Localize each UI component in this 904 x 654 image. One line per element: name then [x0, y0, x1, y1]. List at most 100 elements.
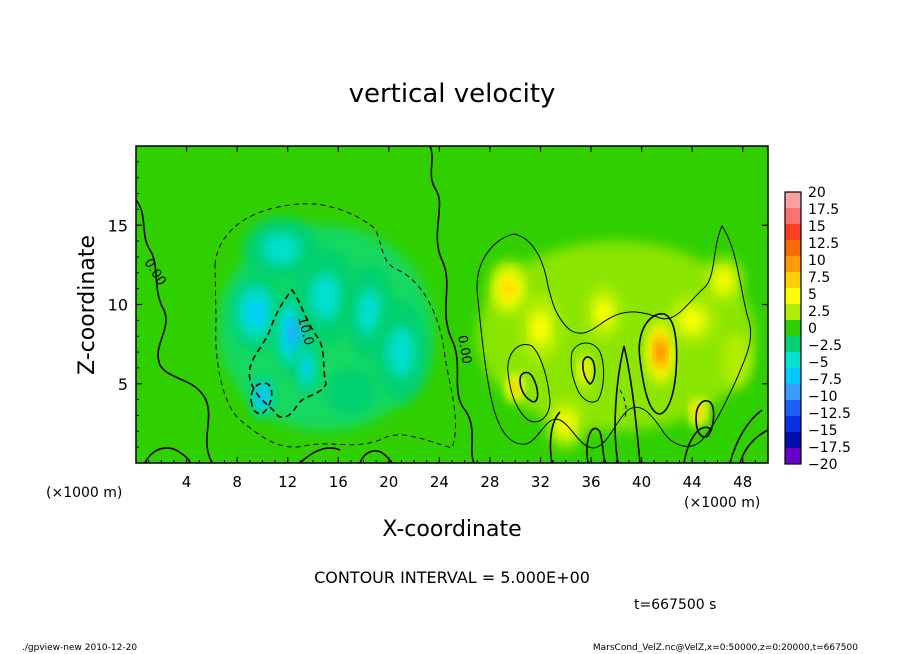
- x-tick-label: 16: [329, 473, 348, 491]
- colorbar-swatch: [785, 256, 801, 273]
- colorbar-label: −10: [808, 389, 838, 405]
- colorbar-swatch: [785, 416, 801, 433]
- colorbar-swatch: [785, 224, 801, 241]
- zero-contour-right: [429, 146, 475, 463]
- velocity-blob-0-level-2: [246, 299, 266, 326]
- colorbar-label: −7.5: [808, 372, 842, 388]
- colorbar-label: 12.5: [808, 236, 839, 252]
- x-tick-label: 36: [581, 473, 600, 491]
- contour-label-2: 0.00: [454, 334, 474, 365]
- y-tick-label: 5: [118, 375, 128, 394]
- x-tick-label: 4: [182, 473, 192, 491]
- zero-contour-dashed-low: [619, 389, 627, 421]
- positive-contour-10-small: [695, 400, 715, 438]
- colorbar-swatch: [785, 240, 801, 257]
- velocity-blob-6-level-1: [387, 326, 416, 378]
- x-tick-label: 8: [232, 473, 242, 491]
- contour-interval-text: CONTOUR INTERVAL = 5.000E+00: [314, 568, 590, 587]
- colorbar-label: −20: [808, 457, 838, 473]
- colorbar-swatch: [785, 192, 801, 209]
- x-tick-label: 48: [733, 473, 752, 491]
- colorbar-label: 2.5: [808, 304, 830, 320]
- footer-left: ./gpview-new 2010-12-20: [22, 643, 137, 653]
- velocity-blob-5-level-1: [357, 288, 383, 337]
- positive-region-halo: [477, 241, 756, 432]
- colorbar-label: 5: [808, 287, 817, 303]
- colorbar-swatch: [785, 432, 801, 449]
- velocity-field-layer: [218, 217, 756, 449]
- velocity-blob-11-level-3: [512, 382, 518, 391]
- x-unit-label-left: (×1000 m): [46, 485, 122, 501]
- colorbar-swatch: [785, 448, 801, 465]
- velocity-blob-9-level-4: [657, 345, 664, 360]
- x-tick-label: 12: [278, 473, 297, 491]
- zero-contour-plumes: [144, 345, 768, 463]
- x-tick-label: 24: [430, 473, 449, 491]
- y-tick-label: 15: [108, 216, 128, 235]
- x-tick-label: 20: [379, 473, 398, 491]
- negative-contour-inner: [248, 288, 327, 419]
- colorbar-label: 7.5: [808, 270, 830, 286]
- velocity-blob-2-level-3: [259, 390, 266, 402]
- contour-label-1: 10.0: [294, 315, 316, 347]
- colorbar-label: 15: [808, 219, 826, 235]
- colorbar-label: −12.5: [808, 406, 851, 422]
- chart-title: vertical velocity: [349, 79, 556, 109]
- positive-contour-10-big: [638, 313, 678, 415]
- footer-right: MarsCond_VelZ.nc@VelZ,x=0:50000,z=0:2000…: [593, 643, 858, 653]
- colorbar-swatch: [785, 368, 801, 385]
- colorbar-swatch: [785, 304, 801, 321]
- y-axis: 5 10 15: [108, 161, 768, 448]
- x-axis: 4 8 12 16 20 24 28 32 36 40 44 48: [135, 146, 769, 491]
- colorbar-label: 20: [808, 185, 826, 201]
- velocity-blob-15-level-1: [530, 310, 551, 346]
- colorbar-label: 0: [808, 321, 817, 337]
- y-axis-label: Z-coordinate: [75, 235, 100, 375]
- colorbar-label: 17.5: [808, 202, 839, 218]
- x-unit-label-right: (×1000 m): [684, 495, 760, 511]
- velocity-blob-7-level-1: [262, 233, 301, 265]
- colorbar-frame: [784, 191, 802, 465]
- x-tick-label: 32: [531, 473, 550, 491]
- velocity-blob-17-level-1: [679, 307, 705, 334]
- positive-contour-10-mid: [582, 356, 596, 385]
- colorbar-label: −17.5: [808, 440, 851, 456]
- positive-contour-5-mid: [570, 342, 605, 403]
- x-axis-label: X-coordinate: [382, 517, 521, 542]
- colorbar-label: −2.5: [808, 338, 842, 354]
- positive-contour-5-lobe: [507, 344, 551, 423]
- positive-contour-5-left: [476, 224, 752, 449]
- colorbar-swatch: [785, 272, 801, 289]
- colorbar: 2017.51512.5107.552.50−2.5−5−7.5−10−12.5…: [784, 185, 851, 473]
- velocity-blob-19-level-0: [721, 331, 752, 389]
- colorbar-swatch: [785, 336, 801, 353]
- colorbar-swatch: [785, 320, 801, 337]
- velocity-blob-13-level-2: [502, 279, 516, 299]
- colorbar-swatch: [785, 384, 801, 401]
- colorbar-label: 10: [808, 253, 826, 269]
- colorbar-swatch: [785, 352, 801, 369]
- colorbar-label: −15: [808, 423, 838, 439]
- time-label: t=667500 s: [634, 597, 716, 613]
- colorbar-swatch: [785, 208, 801, 225]
- negative-contour-core: [250, 382, 273, 415]
- plot-area: 0.00 10.0 0.00: [135, 145, 769, 464]
- x-tick-label: 44: [683, 473, 702, 491]
- negative-contour-outer: [214, 203, 457, 449]
- velocity-blob-4-level-1: [309, 272, 342, 321]
- contour-lines: [136, 146, 768, 463]
- colorbar-swatch: [785, 400, 801, 417]
- colorbar-label: −5: [808, 355, 829, 371]
- velocity-blob-1-level-3: [288, 321, 300, 345]
- zero-contour-left: [136, 199, 213, 463]
- positive-contour-10-left: [519, 371, 539, 403]
- velocity-blob-16-level-1: [714, 268, 734, 293]
- velocity-blob-14-level-1: [594, 298, 614, 327]
- x-tick-label: 28: [480, 473, 499, 491]
- y-tick-label: 10: [108, 296, 128, 315]
- velocity-blob-3-level-2: [302, 358, 311, 378]
- colorbar-swatch: [785, 288, 801, 305]
- x-tick-label: 40: [632, 473, 651, 491]
- velocity-blob-8-level-0: [325, 367, 377, 416]
